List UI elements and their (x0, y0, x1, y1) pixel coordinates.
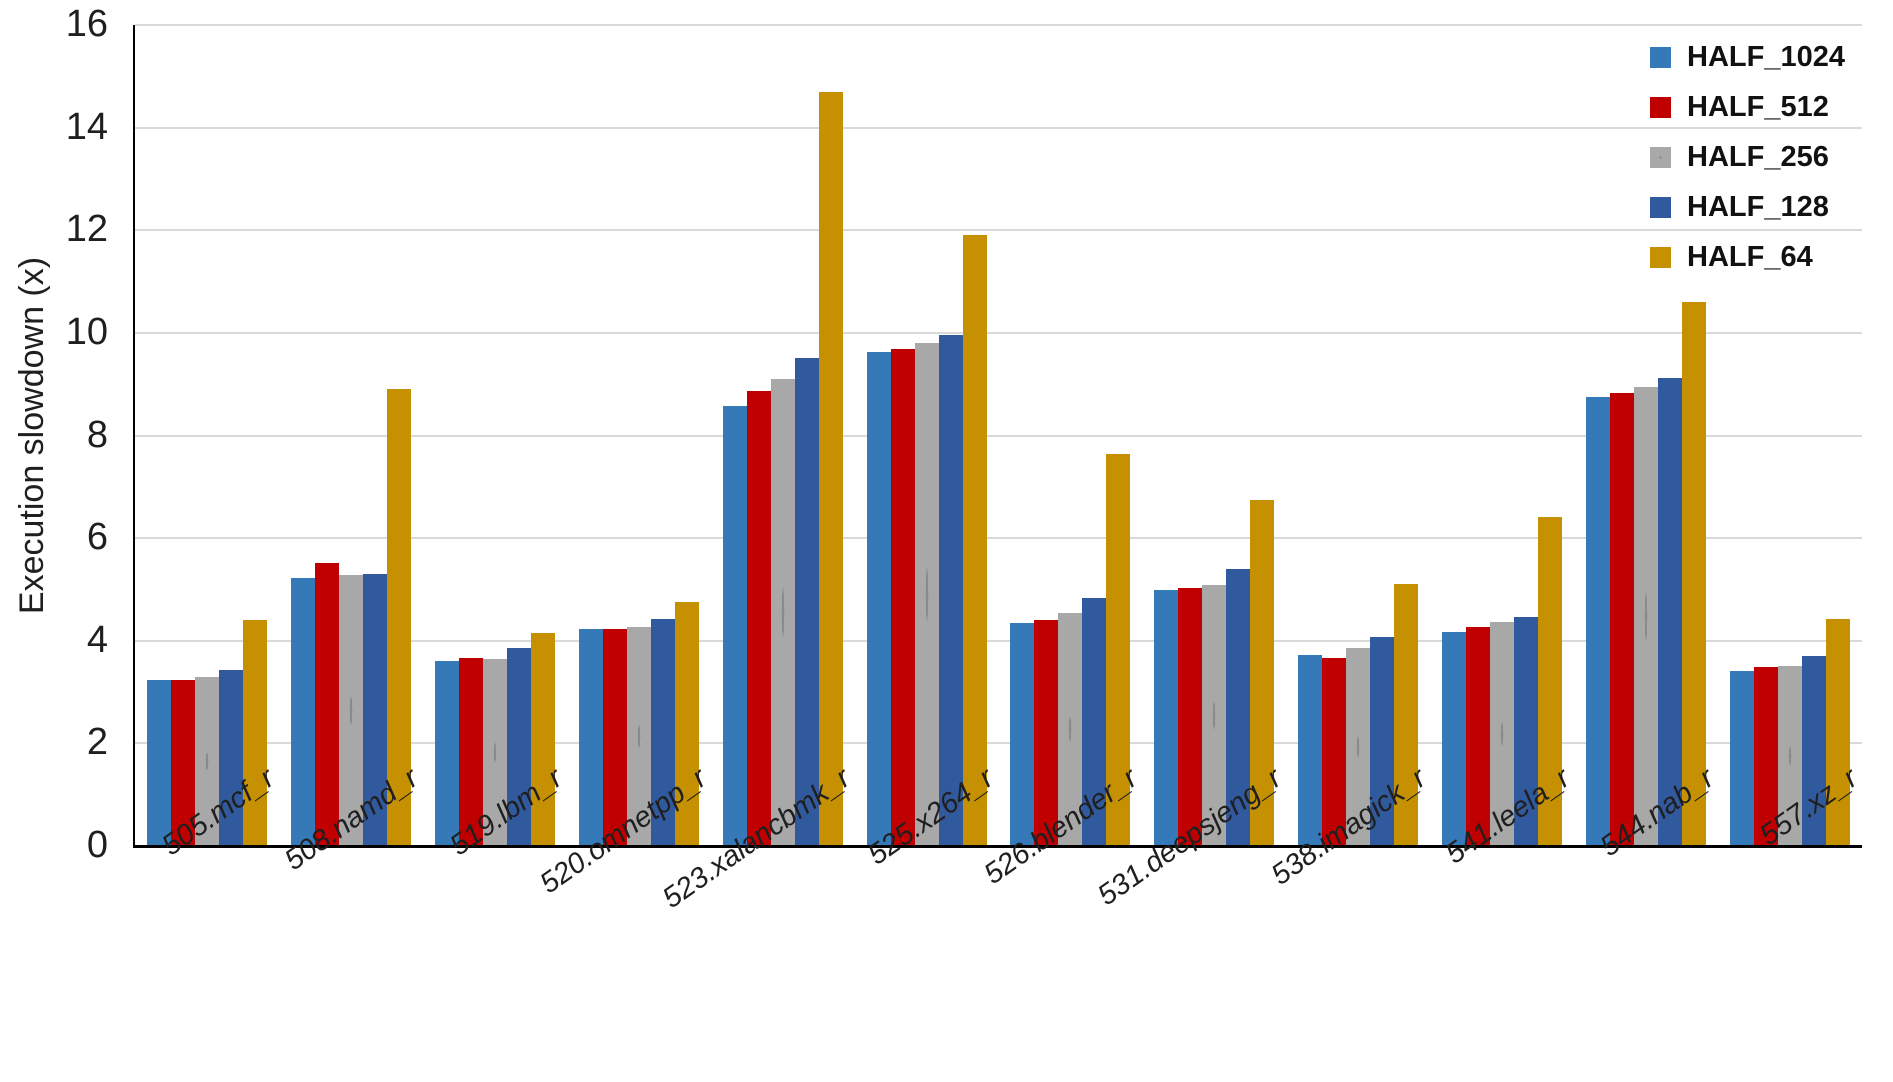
bar-HALF_128-538.imagick_r (1370, 637, 1395, 846)
bar-HALF_512-523.xalancbmk_r (746, 390, 771, 846)
bar-HALF_256-523.xalancbmk_r (770, 379, 795, 846)
legend-swatch-HALF_256 (1650, 146, 1671, 168)
bar-HALF_64-519.lbm_r (530, 633, 555, 846)
bar-HALF_1024-520.omnetpp_r (578, 629, 603, 846)
plot-area (135, 25, 1862, 846)
bar-HALF_1024-519.lbm_r (434, 661, 459, 846)
bar-HALF_256-538.imagick_r (1346, 647, 1371, 846)
legend-entry-HALF_256: HALF_256 (1650, 140, 1829, 173)
bar-HALF_512-541.leela_r (1466, 627, 1491, 846)
bar-HALF_64-520.omnetpp_r (674, 602, 699, 846)
legend-label: HALF_64 (1687, 240, 1813, 273)
bar-HALF_256-508.namd_r (338, 574, 363, 846)
legend-label: HALF_128 (1687, 190, 1829, 223)
y-tick-label: 14 (65, 105, 108, 148)
bar-HALF_1024-538.imagick_r (1298, 654, 1323, 846)
gridline-y-16 (135, 24, 1862, 26)
bar-HALF_512-544.nab_r (1610, 392, 1635, 846)
bar-HALF_512-519.lbm_r (458, 658, 483, 846)
legend-entry-HALF_1024: HALF_1024 (1650, 40, 1845, 73)
bar-HALF_128-525.x264_r (938, 335, 963, 846)
y-tick-label: 0 (86, 824, 108, 866)
bar-HALF_64-541.leela_r (1538, 517, 1563, 846)
bar-HALF_256-520.omnetpp_r (626, 627, 651, 846)
bar-HALF_128-523.xalancbmk_r (794, 357, 819, 846)
bar-HALF_256-526.blender_r (1058, 612, 1083, 846)
legend-swatch-HALF_64 (1650, 246, 1671, 268)
bar-HALF_512-531.deepsjeng_r (1178, 588, 1203, 846)
bar-HALF_1024-557.xz_r (1730, 670, 1755, 846)
legend-entry-HALF_128: HALF_128 (1650, 190, 1829, 223)
bar-HALF_64-544.nab_r (1682, 302, 1707, 846)
legend-entry-HALF_64: HALF_64 (1650, 240, 1813, 273)
bar-HALF_128-557.xz_r (1802, 656, 1827, 846)
gridline-y-6 (135, 537, 1862, 540)
bar-HALF_128-531.deepsjeng_r (1226, 568, 1251, 846)
bar-HALF_1024-544.nab_r (1586, 397, 1611, 846)
y-axis-line (133, 25, 135, 846)
bar-HALF_128-508.namd_r (362, 573, 387, 846)
bar-HALF_128-519.lbm_r (506, 648, 531, 846)
gridline-y-14 (135, 126, 1862, 129)
bar-HALF_512-557.xz_r (1754, 667, 1779, 846)
bar-HALF_64-508.namd_r (386, 389, 411, 846)
y-tick-label: 10 (65, 310, 108, 353)
legend-label: HALF_256 (1687, 140, 1829, 173)
legend-swatch-HALF_512 (1650, 96, 1671, 118)
legend-label: HALF_512 (1687, 90, 1829, 123)
legend-swatch-HALF_1024 (1650, 46, 1671, 68)
bar-HALF_1024-525.x264_r (866, 351, 891, 846)
bar-HALF_512-520.omnetpp_r (602, 629, 627, 846)
y-tick-label: 6 (86, 516, 108, 559)
bar-HALF_256-531.deepsjeng_r (1202, 585, 1227, 846)
legend-entry-HALF_512: HALF_512 (1650, 90, 1829, 123)
bar-HALF_1024-523.xalancbmk_r (722, 405, 747, 846)
x-axis-line (133, 845, 1862, 848)
bar-HALF_64-505.mcf_r (242, 620, 267, 846)
bar-HALF_256-525.x264_r (914, 343, 939, 846)
bar-HALF_128-505.mcf_r (218, 669, 243, 846)
y-tick-label: 12 (65, 208, 108, 251)
bar-HALF_1024-508.namd_r (290, 578, 315, 846)
bar-HALF_512-526.blender_r (1034, 619, 1059, 846)
gridline-y-12 (135, 229, 1862, 232)
bar-HALF_256-557.xz_r (1778, 666, 1803, 846)
bar-HALF_64-525.x264_r (962, 235, 987, 846)
bar-HALF_512-538.imagick_r (1322, 657, 1347, 846)
bar-HALF_64-538.imagick_r (1394, 584, 1419, 846)
bar-HALF_1024-531.deepsjeng_r (1154, 590, 1179, 846)
bar-HALF_128-544.nab_r (1658, 378, 1683, 846)
bar-HALF_256-544.nab_r (1634, 386, 1659, 846)
legend-label: HALF_1024 (1687, 40, 1845, 73)
bar-HALF_512-525.x264_r (890, 349, 915, 846)
legend-swatch-HALF_128 (1650, 196, 1671, 218)
bar-HALF_64-557.xz_r (1826, 618, 1851, 846)
gridline-y-2 (135, 742, 1862, 745)
bar-HALF_1024-526.blender_r (1010, 622, 1035, 846)
bar-HALF_256-505.mcf_r (194, 676, 219, 846)
y-tick-label: 2 (86, 721, 108, 764)
bar-HALF_1024-541.leela_r (1442, 631, 1467, 846)
gridline-y-8 (135, 434, 1862, 437)
bar-HALF_256-519.lbm_r (482, 658, 507, 846)
y-tick-label: 4 (86, 618, 108, 661)
bar-HALF_128-520.omnetpp_r (650, 619, 675, 846)
bar-HALF_1024-505.mcf_r (146, 680, 171, 846)
gridline-y-10 (135, 331, 1862, 334)
gridline-y-4 (135, 639, 1862, 642)
bar-HALF_64-531.deepsjeng_r (1250, 499, 1275, 846)
bar-HALF_128-541.leela_r (1514, 616, 1539, 846)
bar-HALF_512-505.mcf_r (170, 680, 195, 846)
bar-HALF_128-526.blender_r (1082, 597, 1107, 846)
y-tick-label: 8 (86, 413, 108, 456)
bar-HALF_512-508.namd_r (314, 563, 339, 846)
y-tick-label: 16 (65, 3, 108, 45)
bar-HALF_64-526.blender_r (1106, 454, 1131, 846)
bar-HALF_64-523.xalancbmk_r (818, 91, 843, 846)
bar-HALF_256-541.leela_r (1490, 621, 1515, 846)
